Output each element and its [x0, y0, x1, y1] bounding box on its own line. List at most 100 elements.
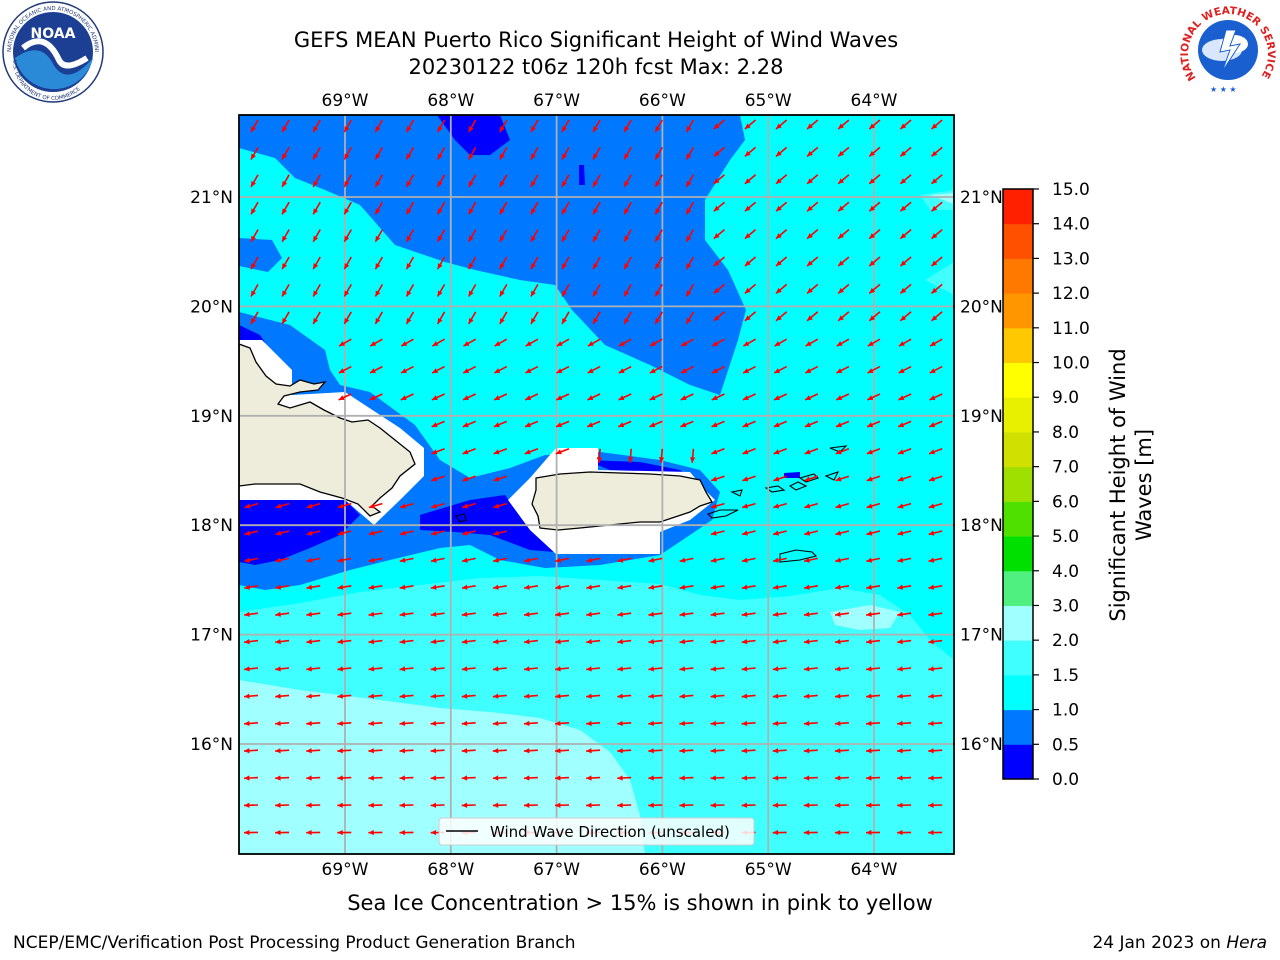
wind-wave-arrow [462, 502, 476, 509]
wind-wave-arrow [806, 174, 819, 185]
wind-wave-arrow [690, 448, 696, 463]
wind-wave-arrow [773, 420, 788, 428]
wind-wave-arrow [774, 338, 788, 347]
wind-wave-arrow [312, 229, 321, 243]
wind-wave-arrow [430, 829, 445, 836]
wave-height-band-0.5-1.0 [239, 115, 746, 395]
wind-wave-arrow [679, 557, 694, 563]
wind-wave-arrow [343, 119, 352, 133]
wind-wave-arrow [492, 720, 507, 727]
wind-wave-arrow [713, 119, 726, 130]
wind-wave-arrow [772, 775, 787, 781]
lat-tick-label-left: 16°N [190, 735, 233, 755]
wind-wave-arrow [592, 256, 601, 270]
land-mask-hispaniola [239, 340, 424, 525]
wind-wave-arrow [343, 229, 352, 243]
colorbar-tick-label: 2.0 [1052, 631, 1079, 651]
wind-wave-arrow [436, 146, 446, 160]
wind-wave-arrow [436, 201, 446, 215]
wind-wave-arrow [492, 693, 507, 699]
wind-wave-arrow [523, 666, 538, 672]
wind-wave-arrow [713, 283, 726, 295]
wind-wave-arrow [741, 584, 756, 590]
colorbar: 0.0 0.5 1.0 1.5 2.0 3.0 4.0 5.0 6.0 7.0 8.0 9.0 10.0… [1002, 180, 1090, 790]
wind-wave-arrow [555, 584, 570, 590]
wind-wave-arrow [586, 720, 601, 727]
wind-wave-arrow [586, 639, 601, 645]
small-island [455, 513, 467, 523]
wind-wave-arrow [679, 666, 694, 672]
wind-wave-arrow [772, 639, 787, 645]
wind-wave-arrow [275, 693, 290, 699]
wind-wave-arrow [679, 829, 694, 836]
wind-wave-arrow [306, 584, 321, 590]
wind-wave-arrow [275, 748, 290, 754]
wind-wave-arrow [618, 338, 632, 347]
wind-wave-arrow [775, 283, 788, 295]
culebra-island [730, 489, 743, 497]
wave-height-band-0.0-0.5 [585, 460, 690, 478]
vieques-island [706, 509, 739, 519]
colorbar-tick-label: 3.0 [1052, 596, 1079, 616]
wind-wave-arrow [834, 748, 849, 754]
colorbar-tick-label: 9.0 [1052, 388, 1079, 408]
wind-wave-arrow [374, 119, 384, 133]
wind-wave-arrow [623, 283, 632, 297]
wind-wave-arrow [436, 311, 446, 325]
wind-wave-arrow [803, 720, 818, 727]
wind-wave-arrow [468, 174, 477, 188]
wind-wave-arrow [556, 365, 570, 374]
wind-wave-arrow [524, 557, 539, 563]
wind-wave-arrow [623, 119, 632, 133]
colorbar-frame [1002, 188, 1034, 780]
wind-wave-arrow [897, 693, 912, 699]
wind-wave-arrow [772, 829, 787, 836]
wind-wave-arrow [493, 393, 508, 401]
wind-wave-arrow [679, 639, 694, 645]
wind-wave-arrow [679, 611, 694, 617]
wind-wave-arrow [649, 420, 663, 428]
wind-wave-arrow [461, 639, 476, 645]
wind-wave-arrow [772, 666, 787, 672]
sea-ice-note: Sea Ice Concentration > 15% is shown in … [347, 891, 933, 915]
wind-wave-arrow [654, 256, 663, 270]
land-mask-puerto-rico [508, 448, 715, 554]
wind-wave-arrow [866, 639, 881, 645]
wind-wave-arrow [741, 611, 756, 617]
wind-wave-arrow [648, 802, 663, 808]
wind-wave-arrow [561, 311, 570, 325]
wind-wave-arrow [430, 693, 445, 699]
wind-wave-arrow [555, 393, 570, 401]
wind-wave-arrow [929, 365, 943, 374]
wind-wave-arrow [804, 420, 819, 428]
wind-wave-arrow [866, 502, 881, 509]
wind-wave-arrow [312, 311, 321, 325]
wind-wave-arrow [430, 584, 445, 590]
wind-wave-arrow [741, 775, 756, 781]
wind-wave-arrow [499, 174, 508, 188]
wind-wave-arrow [369, 393, 383, 401]
wind-wave-arrow [592, 174, 601, 188]
wind-wave-arrow [243, 693, 259, 699]
wind-wave-arrow [400, 393, 414, 401]
wind-wave-arrow [713, 174, 726, 185]
wind-wave-arrow [399, 666, 414, 672]
wind-wave-arrow [711, 365, 725, 374]
wind-wave-arrow [897, 448, 912, 455]
wind-wave-arrow [772, 693, 787, 699]
wind-wave-arrow [711, 393, 725, 401]
colorbar-tick-label: 10.0 [1052, 354, 1090, 374]
wind-wave-arrow [654, 311, 663, 325]
legend-label: Wind Wave Direction (unscaled) [490, 823, 730, 841]
wind-wave-arrow [685, 146, 695, 160]
wind-wave-arrow [899, 283, 912, 295]
wind-wave-arrow [744, 146, 757, 158]
wind-wave-arrow [744, 311, 757, 322]
wind-wave-arrow [744, 256, 757, 267]
wind-wave-arrow [897, 666, 912, 672]
wind-wave-arrow [493, 448, 508, 455]
colorbar-swatch [1003, 258, 1033, 294]
wind-wave-arrow [806, 283, 819, 295]
wind-wave-arrow [868, 283, 881, 295]
wind-wave-arrow [405, 311, 415, 325]
